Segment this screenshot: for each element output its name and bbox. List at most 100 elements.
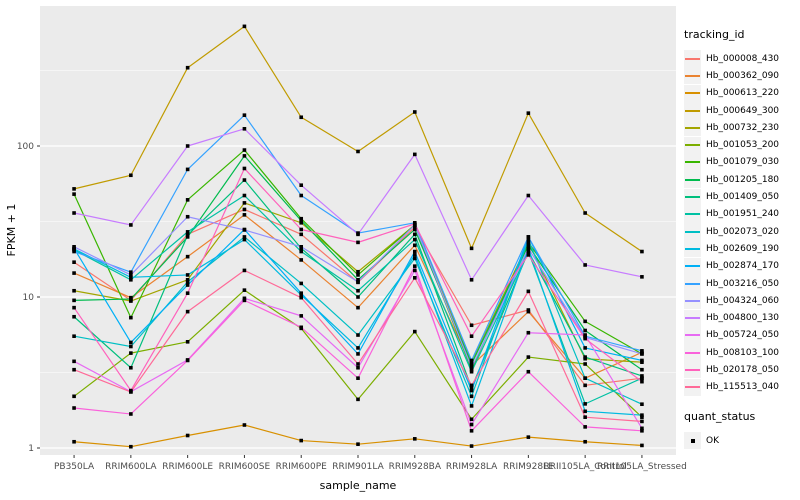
data-point [412,237,417,242]
data-point [299,293,304,297]
data-point [72,192,76,196]
legend-key-line-icon [684,205,701,223]
legend-title-tracking-id: tracking_id [684,28,745,41]
x-tick-label: RRII105LA_Stressed [597,462,687,472]
data-point [299,258,304,262]
data-point [299,438,304,443]
data-point [412,249,417,254]
axis-tick-marks [37,145,643,458]
data-point [185,358,190,363]
ok-square-point-icon [684,432,701,450]
data-point [412,264,417,268]
data-point [72,211,76,215]
legend-item-label: Hb_001205_180 [706,174,780,185]
legend-item-label: Hb_001053_200 [706,140,780,151]
data-point [640,249,644,254]
data-point [412,152,417,157]
data-point [185,65,190,70]
data-point [129,297,133,301]
data-point [185,273,190,277]
data-point [412,256,417,261]
data-point [129,273,133,277]
legend-item-Hb_001079_030: Hb_001079_030 [684,153,800,171]
data-point [412,253,417,257]
data-point [129,351,133,355]
data-point [356,362,360,366]
data-point [526,249,531,254]
data-point [129,365,133,370]
legend-item-Hb_000362_090: Hb_000362_090 [684,67,800,85]
data-point [412,329,417,334]
legend-item-label: Hb_000613_220 [706,88,780,99]
data-point [640,413,644,417]
data-point [185,291,190,295]
data-point [526,289,531,294]
data-point [640,376,644,380]
data-point [185,340,190,344]
data-point [469,362,474,366]
data-point [526,237,531,242]
legend-item-label: Hb_004800_130 [706,313,780,324]
data-point [583,328,587,333]
legend-item-label: Hb_003216_050 [706,278,780,289]
data-point [469,334,474,339]
data-point [583,439,587,444]
legend-item-Hb_000613_220: Hb_000613_220 [684,84,800,102]
x-tick-label: RRIM928BA [389,462,442,472]
data-point [299,249,304,254]
legend-item-Hb_020178_050: Hb_020178_050 [684,361,800,379]
data-point [129,340,133,345]
legend-item-list: Hb_000008_430 Hb_000362_090 Hb_000613_220 H… [684,50,800,396]
data-point [242,193,247,198]
data-point [526,240,531,245]
legend-key-line-icon [684,240,701,258]
legend-key-line-icon [684,119,701,137]
legend-item-label: Hb_002609_190 [706,243,780,254]
data-point [412,243,417,248]
data-point [526,243,531,248]
data-point [299,314,304,318]
legend-item-Hb_001951_240: Hb_001951_240 [684,205,800,223]
data-point [242,423,247,427]
x-tick-label: RRIM928LE [503,462,554,472]
data-point [129,444,133,449]
data-point [185,277,190,282]
data-point [640,358,644,363]
data-point [185,433,190,438]
legend-key-line-icon [684,136,701,154]
legend-title-quant-status: quant_status [684,409,756,423]
data-point [356,352,360,356]
data-point [72,245,76,249]
data-point [185,280,190,284]
data-point [242,296,247,301]
data-point [72,314,76,319]
data-point [583,336,587,341]
legend-item-label: Hb_008103_100 [706,347,780,358]
data-point [526,235,531,239]
legend-item-ok: OK [684,432,800,450]
data-point [242,24,247,29]
data-point [583,346,587,350]
legend-item-Hb_004324_060: Hb_004324_060 [684,292,800,310]
data-point [469,444,474,448]
data-point [469,383,474,388]
data-point [299,193,304,198]
y-axis-title: FPKM + 1 [5,204,18,257]
data-point [640,374,644,378]
data-point [526,435,531,439]
data-point [72,406,76,410]
data-point [72,260,76,265]
legend-key-line-icon [684,67,701,85]
data-point [185,233,190,237]
data-point [72,187,76,191]
data-point [412,110,417,114]
legend-key-line-icon [684,309,701,327]
legend-key-line-icon [684,153,701,171]
data-point [412,232,417,237]
data-point [356,305,360,310]
data-point [640,379,644,384]
legend-item-Hb_002073_020: Hb_002073_020 [684,223,800,241]
data-point [356,273,360,277]
data-point [469,422,474,427]
legend-item-label: Hb_000732_230 [706,122,780,133]
